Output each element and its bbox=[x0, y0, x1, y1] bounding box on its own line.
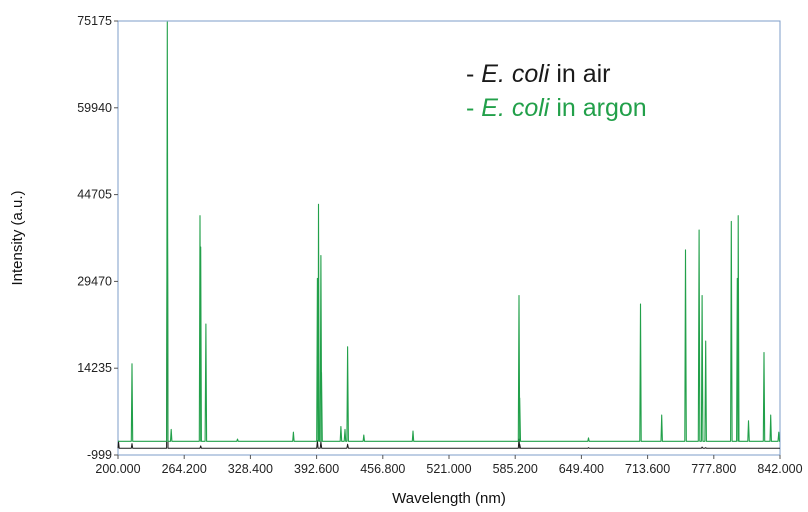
legend: - E. coli in air- E. coli in argon bbox=[466, 60, 647, 122]
y-tick-label: 14235 bbox=[77, 361, 112, 375]
x-tick-label: 585.200 bbox=[493, 462, 538, 476]
plot-area bbox=[117, 20, 781, 456]
x-tick-label: 713.600 bbox=[625, 462, 670, 476]
x-tick-label: 521.000 bbox=[426, 462, 471, 476]
legend-species: E. coli bbox=[481, 94, 551, 122]
series-argon-line bbox=[118, 21, 781, 442]
y-tick-label: 44705 bbox=[77, 188, 112, 202]
series-layer bbox=[117, 21, 781, 449]
legend-condition: in argon bbox=[549, 94, 646, 122]
legend-species: E. coli bbox=[481, 60, 551, 88]
legend-condition: in air bbox=[549, 60, 610, 88]
x-tick-label: 649.400 bbox=[559, 462, 604, 476]
x-axis: 200.000 264.200 328.400 392.600 456.800 521.0… bbox=[95, 455, 803, 476]
x-tick-label: 777.800 bbox=[691, 462, 736, 476]
x-tick-label: 264.200 bbox=[162, 462, 207, 476]
y-tick-label: 75175 bbox=[77, 14, 112, 28]
x-tick-label: 328.400 bbox=[228, 462, 273, 476]
x-tick-label: 842.000 bbox=[757, 462, 802, 476]
y-axis-title: Intensity (a.u.) bbox=[9, 190, 26, 285]
x-tick-label: 200.000 bbox=[95, 462, 140, 476]
series-air-line bbox=[117, 152, 780, 449]
x-tick-label: 456.800 bbox=[360, 462, 405, 476]
legend-prefix: - bbox=[466, 94, 481, 122]
legend-entry: - E. coli in argon bbox=[466, 94, 647, 122]
x-tick-label: 392.600 bbox=[294, 462, 339, 476]
legend-prefix: - bbox=[466, 60, 481, 88]
y-tick-label: 29470 bbox=[77, 274, 112, 288]
y-tick-label: -999 bbox=[87, 448, 112, 462]
y-axis: -999 14235 29470 44705 59940 75175 bbox=[77, 14, 118, 462]
y-tick-label: 59940 bbox=[77, 101, 112, 115]
x-axis-title: Wavelength (nm) bbox=[392, 490, 506, 507]
legend-entry: - E. coli in air bbox=[466, 60, 611, 88]
